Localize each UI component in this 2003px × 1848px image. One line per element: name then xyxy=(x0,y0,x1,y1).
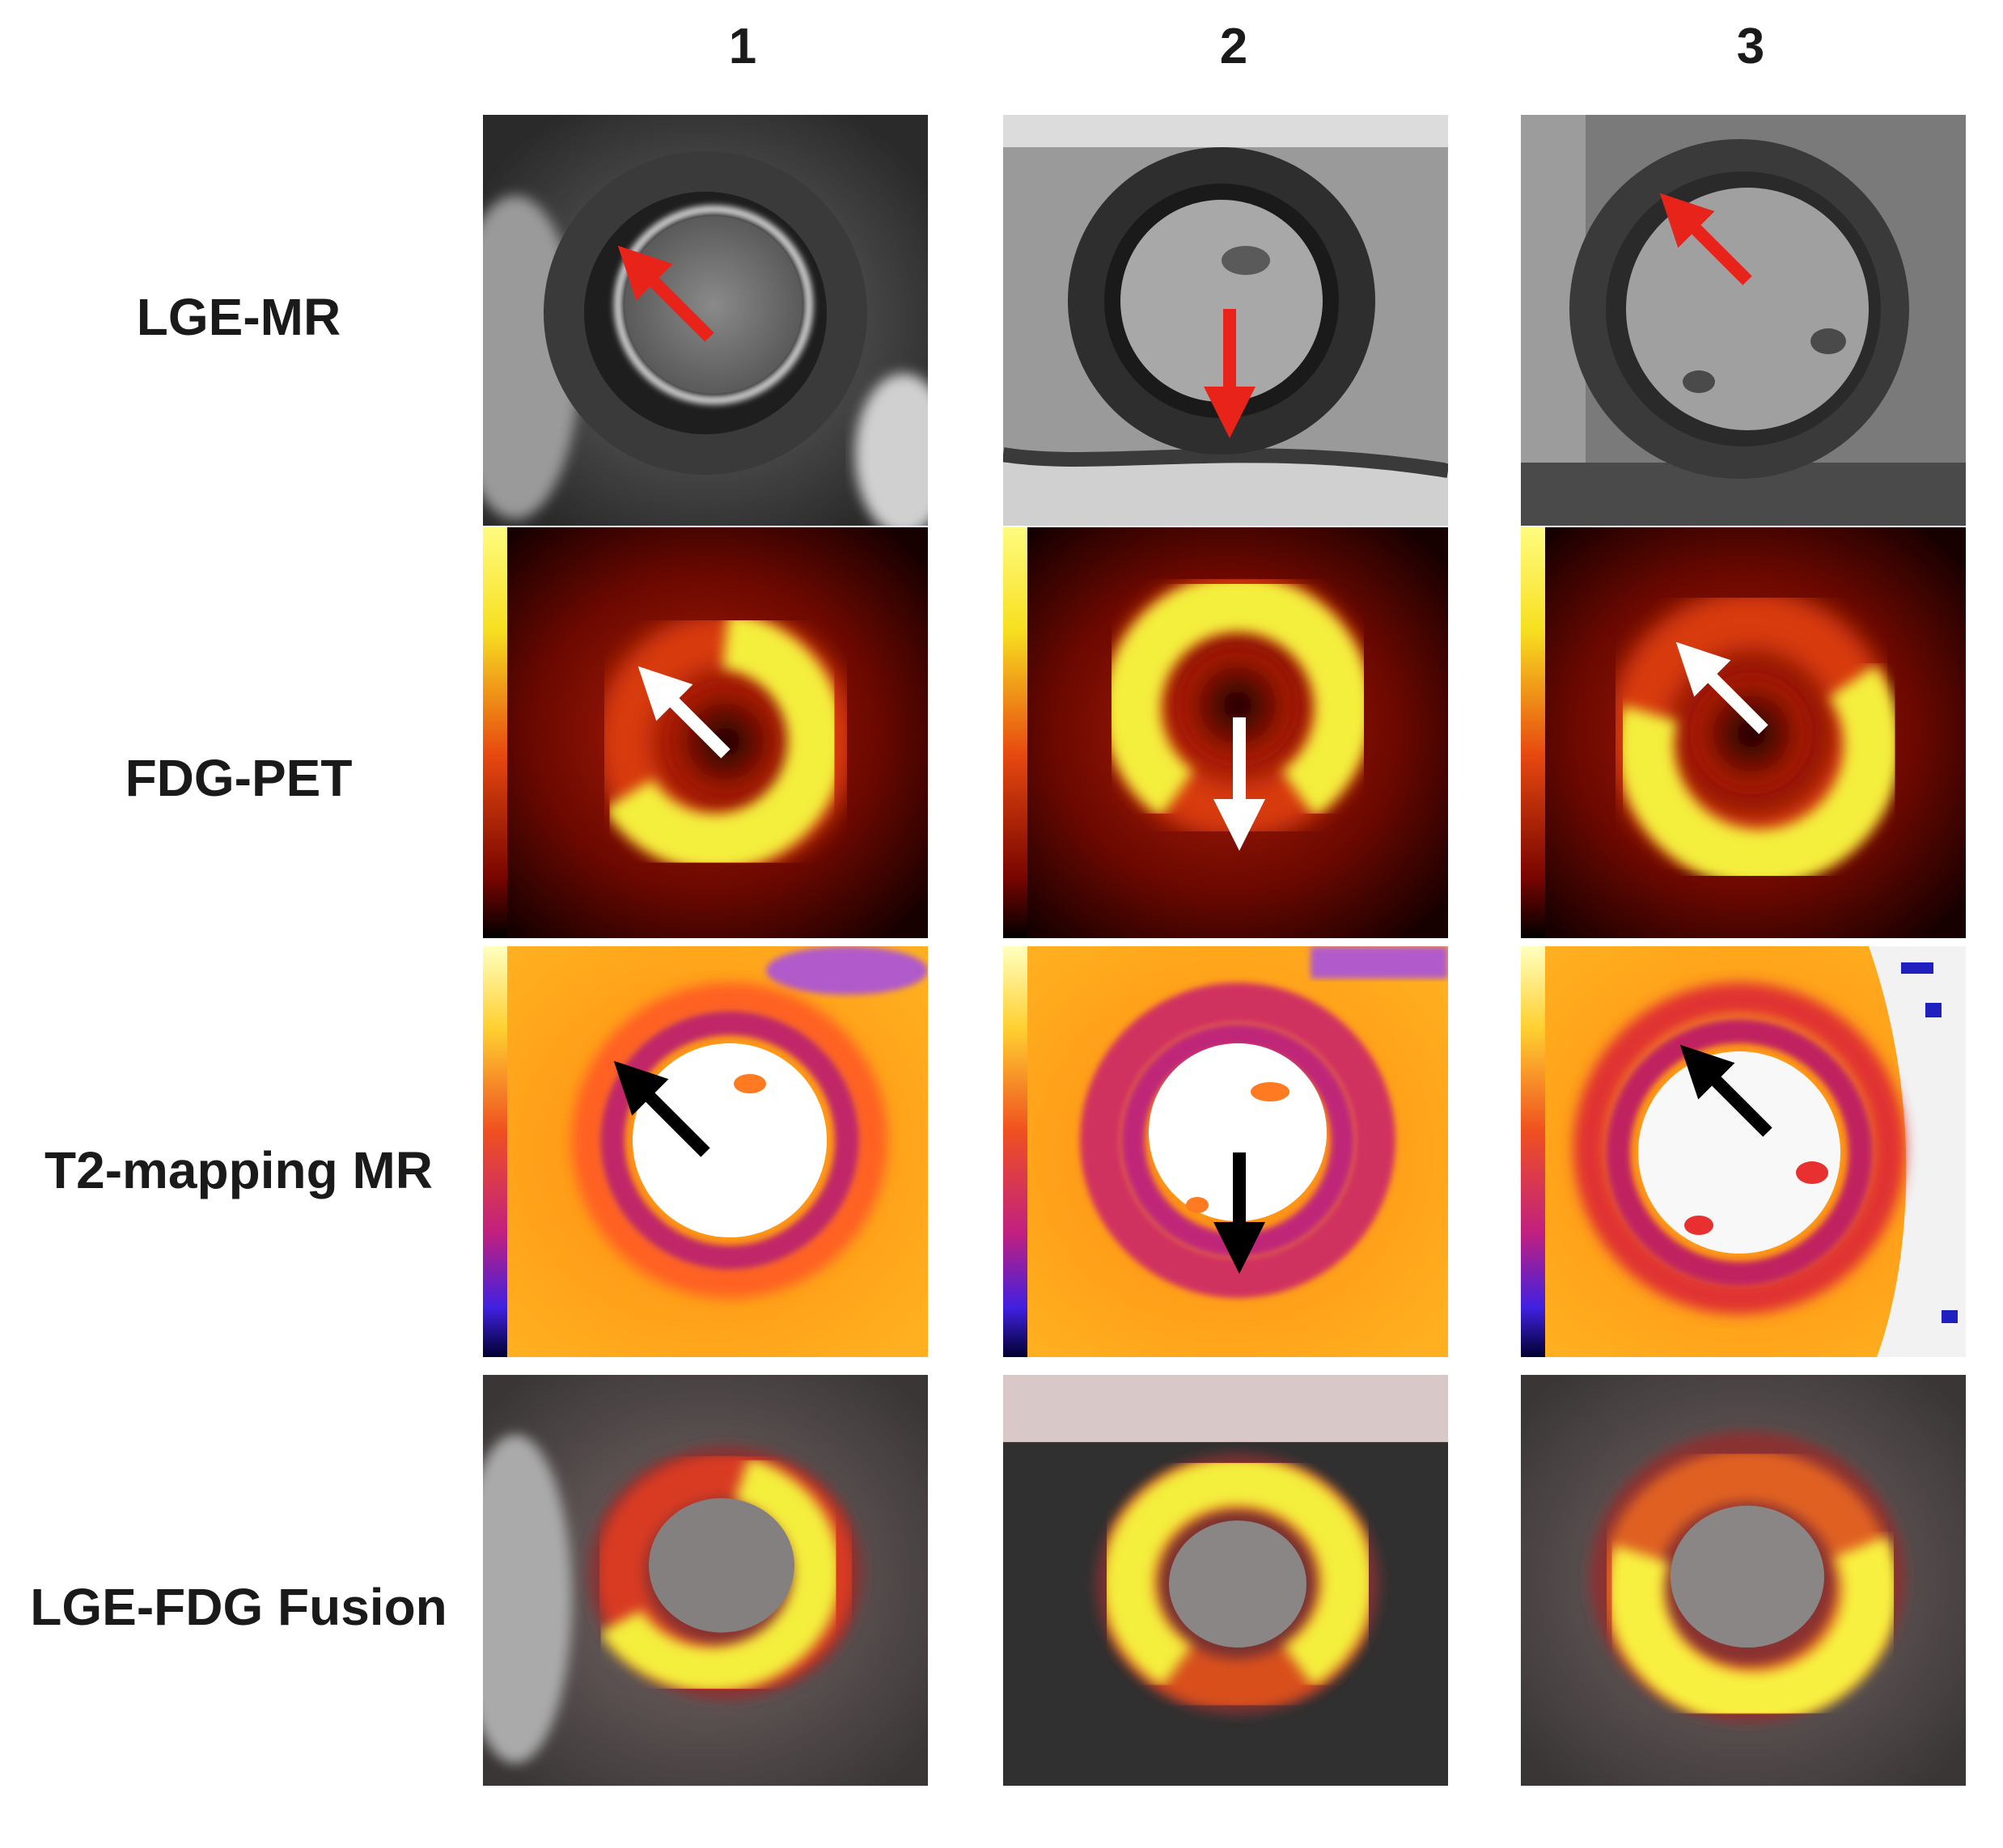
row-label-t2-mapping-mr: T2-mapping MR xyxy=(44,1141,433,1199)
fdg-pet-panel-3 xyxy=(1521,527,1966,938)
fusion-panel-2 xyxy=(1003,1375,1448,1786)
t2-mapping-panel-1 xyxy=(483,946,928,1357)
black-arrow xyxy=(1679,1044,1772,1137)
white-arrow xyxy=(637,666,730,759)
black-arrow xyxy=(613,1060,710,1157)
column-header-1: 1 xyxy=(728,19,757,74)
fdg-pet-panel-2 xyxy=(1003,527,1448,938)
white-arrow xyxy=(1675,641,1768,734)
row-label-lge-fdg-fusion: LGE-FDG Fusion xyxy=(30,1578,447,1636)
column-header-2: 2 xyxy=(1219,19,1248,74)
t2-mapping-panel-2 xyxy=(1003,946,1448,1357)
red-arrow xyxy=(1659,192,1752,285)
fdg-pet-panel-1 xyxy=(483,527,928,938)
fusion-panel-3 xyxy=(1521,1375,1966,1786)
fusion-panel-1 xyxy=(483,1375,928,1786)
red-arrow xyxy=(617,245,714,342)
t2-mapping-panel-3 xyxy=(1521,946,1966,1357)
lge-mr-panel-1 xyxy=(483,115,928,526)
column-header-3: 3 xyxy=(1736,19,1765,74)
lge-mr-panel-2 xyxy=(1003,115,1448,526)
lge-mr-panel-3 xyxy=(1521,115,1966,526)
row-label-fdg-pet: FDG-PET xyxy=(125,749,353,807)
row-label-lge-mr: LGE-MR xyxy=(136,288,341,346)
